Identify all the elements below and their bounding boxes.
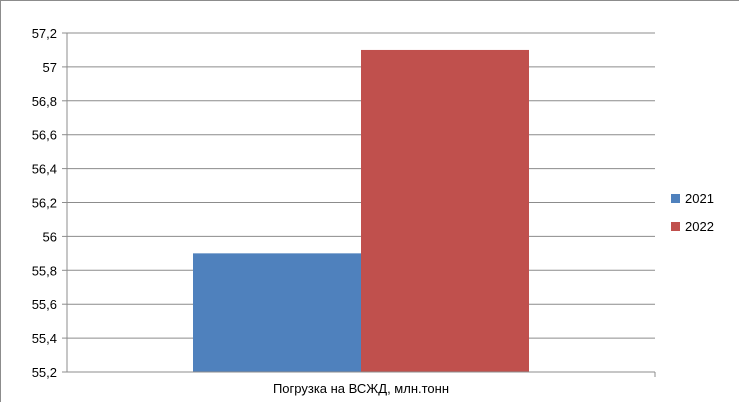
legend-label-2021: 2021 [685, 191, 714, 206]
bar-2021 [193, 253, 361, 372]
x-category-label: Погрузка на ВСЖД, млн.тонн [273, 381, 449, 396]
y-tick-label: 55,6 [32, 297, 57, 312]
y-tick-label: 56,2 [32, 196, 57, 211]
y-tick-label: 55,4 [32, 331, 57, 346]
legend-swatch-2021 [671, 194, 680, 203]
y-axis-ticks: 55,2 55,4 55,6 55,8 56 56,2 56,4 56,6 56,8 57 57,2 [32, 26, 57, 380]
legend-swatch-2022 [671, 222, 680, 231]
y-tick-label: 55,8 [32, 263, 57, 278]
bars [193, 49, 529, 372]
y-tick-label: 56,6 [32, 128, 57, 143]
y-tick-label: 57 [43, 60, 57, 75]
y-tick-label: 56 [43, 229, 57, 244]
legend-label-2022: 2022 [685, 219, 714, 234]
y-tick-label: 57,2 [32, 26, 57, 41]
legend: 2021 2022 [671, 191, 714, 234]
y-tick-label: 56,4 [32, 162, 57, 177]
y-tick-label: 56,8 [32, 94, 57, 109]
y-tick-label: 55,2 [32, 365, 57, 380]
bar-2022 [361, 49, 529, 372]
x-axis-categories: Погрузка на ВСЖД, млн.тонн [273, 381, 449, 396]
